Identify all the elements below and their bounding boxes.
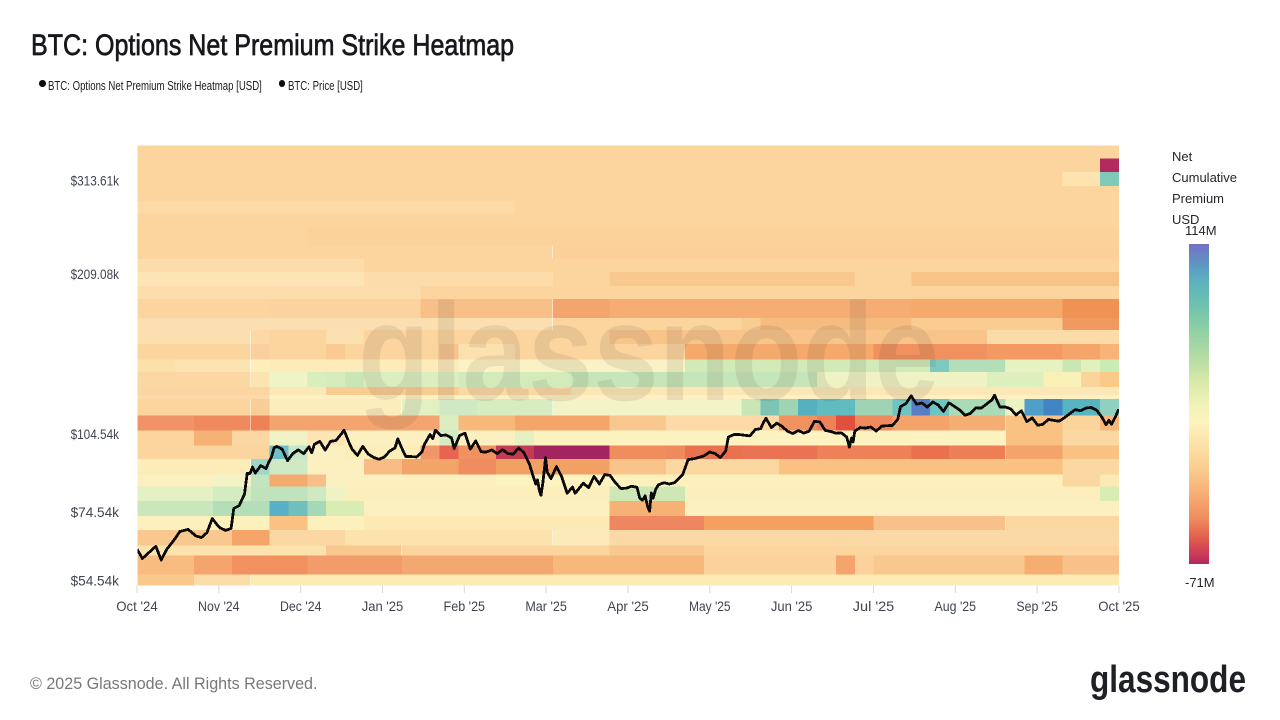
svg-text:114M: 114M xyxy=(1185,223,1217,238)
svg-text:Net: Net xyxy=(1172,149,1193,164)
svg-text:Aug '25: Aug '25 xyxy=(935,598,977,614)
svg-text:Dec '24: Dec '24 xyxy=(280,598,322,614)
svg-text:glassnode: glassnode xyxy=(358,275,940,430)
svg-text:-71M: -71M xyxy=(1185,575,1215,590)
svg-text:Nov '24: Nov '24 xyxy=(198,598,240,614)
svg-text:$54.54k: $54.54k xyxy=(71,573,120,589)
svg-text:$74.54k: $74.54k xyxy=(71,504,120,520)
svg-text:$313.61k: $313.61k xyxy=(71,173,120,189)
svg-text:Jan '25: Jan '25 xyxy=(362,598,404,614)
svg-text:Cumulative: Cumulative xyxy=(1172,170,1237,185)
svg-text:Jul '25: Jul '25 xyxy=(853,598,895,614)
svg-text:Apr '25: Apr '25 xyxy=(607,598,649,614)
svg-text:Sep '25: Sep '25 xyxy=(1016,598,1058,614)
svg-text:Premium: Premium xyxy=(1172,191,1224,206)
svg-text:USD: USD xyxy=(1172,212,1199,227)
svg-text:$104.54k: $104.54k xyxy=(71,426,120,442)
svg-text:Feb '25: Feb '25 xyxy=(444,598,486,614)
svg-text:Jun '25: Jun '25 xyxy=(771,598,813,614)
svg-text:May '25: May '25 xyxy=(689,598,731,614)
svg-text:Oct '25: Oct '25 xyxy=(1098,598,1140,614)
svg-text:Mar '25: Mar '25 xyxy=(525,598,567,614)
svg-text:$209.08k: $209.08k xyxy=(71,266,120,282)
svg-text:Oct '24: Oct '24 xyxy=(116,598,158,614)
